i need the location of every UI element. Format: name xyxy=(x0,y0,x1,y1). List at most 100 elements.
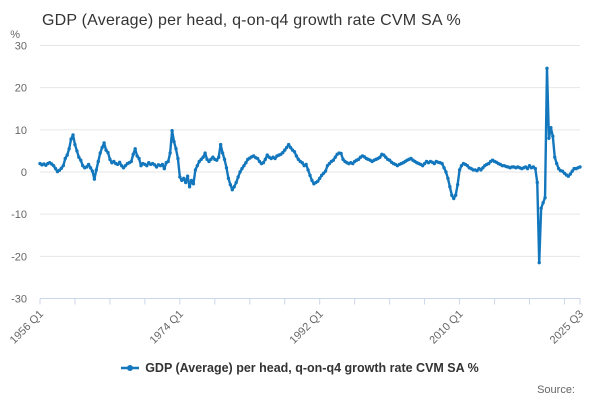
data-point-marker[interactable] xyxy=(108,157,112,162)
data-point-marker[interactable] xyxy=(201,155,205,159)
data-point-marker[interactable] xyxy=(263,157,268,162)
data-point-marker[interactable] xyxy=(104,148,108,152)
data-point-marker[interactable] xyxy=(339,151,343,156)
data-point-marker[interactable] xyxy=(533,166,538,171)
data-point-marker[interactable] xyxy=(578,165,582,169)
data-point-marker[interactable] xyxy=(306,168,310,172)
data-point-marker[interactable] xyxy=(75,149,79,153)
data-point-marker[interactable] xyxy=(102,141,106,145)
data-point-marker[interactable] xyxy=(286,142,291,147)
data-point-marker[interactable] xyxy=(230,188,234,192)
data-point-marker[interactable] xyxy=(183,180,188,185)
data-point-marker[interactable] xyxy=(446,176,450,181)
data-point-marker[interactable] xyxy=(224,166,229,170)
data-point-marker[interactable] xyxy=(160,162,165,167)
data-point-marker[interactable] xyxy=(255,156,260,161)
data-point-marker[interactable] xyxy=(292,150,297,154)
data-point-marker[interactable] xyxy=(448,185,452,189)
data-point-marker[interactable] xyxy=(98,151,102,155)
data-point-marker[interactable] xyxy=(537,260,541,265)
data-point-marker[interactable] xyxy=(106,150,110,155)
data-point-marker[interactable] xyxy=(318,176,322,181)
data-point-marker[interactable] xyxy=(88,166,93,170)
data-point-marker[interactable] xyxy=(100,145,104,150)
data-point-marker[interactable] xyxy=(195,163,200,168)
data-point-marker[interactable] xyxy=(539,206,543,210)
data-point-marker[interactable] xyxy=(203,151,207,155)
data-point-marker[interactable] xyxy=(316,179,320,183)
data-point-marker[interactable] xyxy=(86,162,91,167)
data-point-marker[interactable] xyxy=(170,128,174,133)
data-point-marker[interactable] xyxy=(226,176,231,181)
data-point-marker[interactable] xyxy=(135,154,139,158)
data-point-marker[interactable] xyxy=(187,185,192,189)
data-point-marker[interactable] xyxy=(63,156,67,161)
data-point-marker[interactable] xyxy=(281,150,285,155)
data-point-marker[interactable] xyxy=(547,136,551,140)
data-point-marker[interactable] xyxy=(182,176,186,181)
data-point-marker[interactable] xyxy=(234,180,238,185)
data-point-marker[interactable] xyxy=(543,196,547,200)
data-point-marker[interactable] xyxy=(84,165,89,169)
data-point-marker[interactable] xyxy=(172,139,176,144)
data-point-marker[interactable] xyxy=(442,166,446,170)
data-point-marker[interactable] xyxy=(215,158,219,162)
data-point-marker[interactable] xyxy=(174,147,178,151)
data-point-marker[interactable] xyxy=(90,169,95,173)
data-point-marker[interactable] xyxy=(551,134,555,138)
data-point-marker[interactable] xyxy=(51,163,56,168)
data-point-marker[interactable] xyxy=(440,161,444,166)
data-point-marker[interactable] xyxy=(331,158,336,162)
data-point-marker[interactable] xyxy=(261,161,266,165)
data-point-marker[interactable] xyxy=(61,163,66,168)
data-point-marker[interactable] xyxy=(455,182,460,187)
data-point-marker[interactable] xyxy=(457,168,462,172)
data-point-marker[interactable] xyxy=(273,156,277,161)
data-point-marker[interactable] xyxy=(535,180,539,185)
data-point-marker[interactable] xyxy=(283,148,287,152)
data-point-marker[interactable] xyxy=(166,159,170,164)
data-point-marker[interactable] xyxy=(570,169,574,173)
data-point-marker[interactable] xyxy=(525,166,530,171)
data-point-marker[interactable] xyxy=(193,168,198,172)
data-point-marker[interactable] xyxy=(73,142,77,147)
data-point-marker[interactable] xyxy=(244,161,248,165)
data-point-marker[interactable] xyxy=(308,173,312,178)
data-point-marker[interactable] xyxy=(53,166,58,171)
data-point-marker[interactable] xyxy=(304,162,308,167)
data-point-marker[interactable] xyxy=(79,158,83,162)
data-point-marker[interactable] xyxy=(129,159,133,164)
data-point-marker[interactable] xyxy=(549,126,553,130)
data-point-marker[interactable] xyxy=(236,175,240,179)
data-point-marker[interactable] xyxy=(137,156,141,161)
data-point-marker[interactable] xyxy=(310,178,314,183)
data-point-marker[interactable] xyxy=(131,152,135,156)
data-point-marker[interactable] xyxy=(284,145,289,150)
data-point-marker[interactable] xyxy=(568,172,572,176)
data-point-marker[interactable] xyxy=(67,147,71,151)
data-point-marker[interactable] xyxy=(217,155,221,159)
data-point-marker[interactable] xyxy=(288,145,293,150)
data-point-marker[interactable] xyxy=(541,201,545,205)
data-point-marker[interactable] xyxy=(222,157,227,162)
data-point-marker[interactable] xyxy=(242,163,246,168)
data-point-marker[interactable] xyxy=(185,174,190,178)
data-point-marker[interactable] xyxy=(145,163,149,168)
data-point-marker[interactable] xyxy=(232,185,236,189)
data-point-marker[interactable] xyxy=(71,133,75,137)
data-point-marker[interactable] xyxy=(378,155,382,159)
data-point-marker[interactable] xyxy=(133,147,137,151)
data-point-marker[interactable] xyxy=(545,66,549,70)
data-point-marker[interactable] xyxy=(240,166,244,171)
data-point-marker[interactable] xyxy=(323,169,328,173)
data-point-marker[interactable] xyxy=(452,196,456,201)
data-point-marker[interactable] xyxy=(117,160,122,164)
data-point-marker[interactable] xyxy=(238,170,242,174)
data-point-marker[interactable] xyxy=(96,159,100,164)
data-point-marker[interactable] xyxy=(189,178,194,183)
data-point-marker[interactable] xyxy=(162,166,167,171)
data-point-marker[interactable] xyxy=(220,151,225,155)
data-point-marker[interactable] xyxy=(333,155,337,159)
data-point-marker[interactable] xyxy=(300,161,304,165)
legend-item-gdp-series[interactable]: GDP (Average) per head, q-on-q4 growth r… xyxy=(121,361,479,375)
